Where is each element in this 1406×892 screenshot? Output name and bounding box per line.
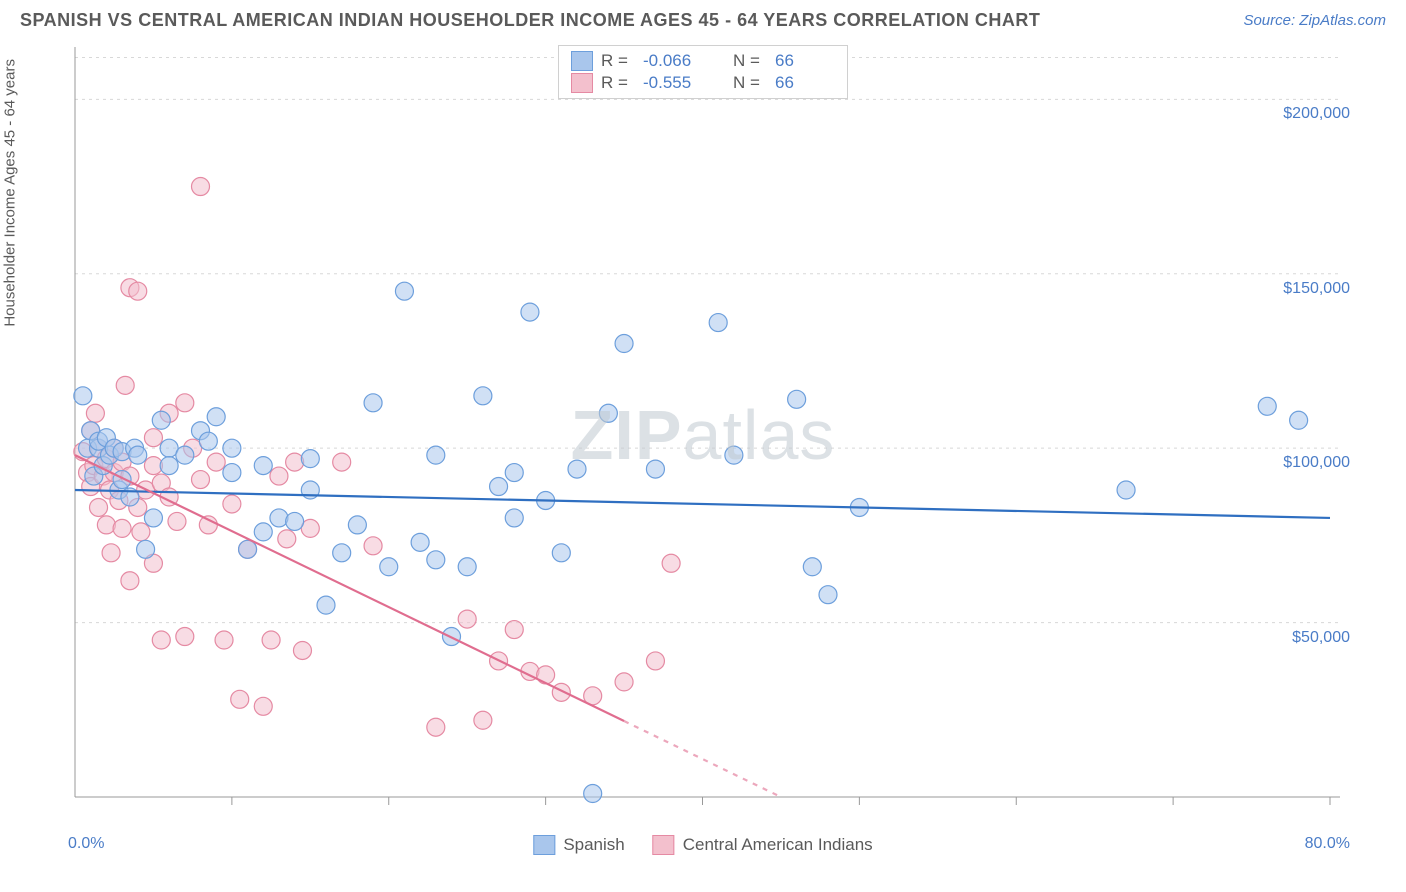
legend-swatch bbox=[571, 51, 593, 71]
source-link[interactable]: Source: ZipAtlas.com bbox=[1243, 12, 1386, 29]
y-axis-title: Householder Income Ages 45 - 64 years bbox=[2, 59, 19, 327]
y-tick-label: $150,000 bbox=[1283, 280, 1350, 298]
r-value: -0.555 bbox=[643, 73, 703, 93]
legend-swatch bbox=[571, 73, 593, 93]
y-tick-label: $100,000 bbox=[1283, 454, 1350, 472]
r-value: -0.066 bbox=[643, 51, 703, 71]
series-legend: Spanish Central American Indians bbox=[533, 835, 872, 855]
legend-swatch bbox=[533, 835, 555, 855]
legend-row: R = -0.066 N = 66 bbox=[571, 50, 835, 72]
n-label: N = bbox=[733, 73, 767, 93]
legend-label: Central American Indians bbox=[683, 835, 873, 855]
scatter-plot bbox=[20, 37, 1386, 837]
n-value: 66 bbox=[775, 51, 835, 71]
n-value: 66 bbox=[775, 73, 835, 93]
r-label: R = bbox=[601, 73, 635, 93]
correlation-legend: R = -0.066 N = 66 R = -0.555 N = 66 bbox=[558, 45, 848, 99]
x-axis-max-label: 80.0% bbox=[1305, 835, 1350, 853]
y-tick-label: $50,000 bbox=[1292, 629, 1350, 647]
y-tick-label: $200,000 bbox=[1283, 105, 1350, 123]
r-label: R = bbox=[601, 51, 635, 71]
legend-item: Spanish bbox=[533, 835, 624, 855]
legend-label: Spanish bbox=[563, 835, 624, 855]
chart-title: SPANISH VS CENTRAL AMERICAN INDIAN HOUSE… bbox=[20, 10, 1040, 31]
chart-container: Householder Income Ages 45 - 64 years ZI… bbox=[20, 37, 1386, 867]
legend-row: R = -0.555 N = 66 bbox=[571, 72, 835, 94]
x-axis-min-label: 0.0% bbox=[68, 835, 104, 853]
legend-swatch bbox=[653, 835, 675, 855]
header: SPANISH VS CENTRAL AMERICAN INDIAN HOUSE… bbox=[0, 0, 1406, 37]
legend-item: Central American Indians bbox=[653, 835, 873, 855]
n-label: N = bbox=[733, 51, 767, 71]
